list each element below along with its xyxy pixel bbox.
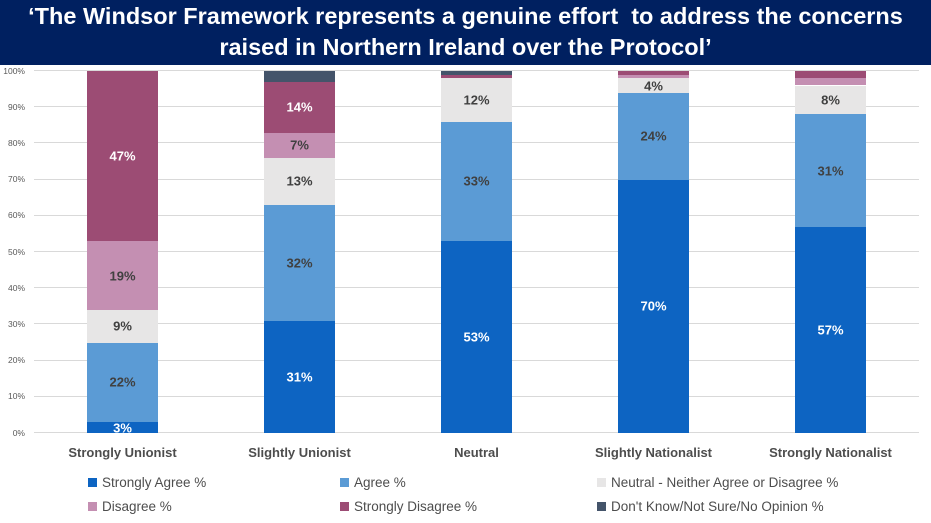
y-axis-label-10%: 10%	[7, 391, 25, 402]
y-axis-label-90%: 90%	[7, 101, 25, 112]
segment-neutral-neither-agree-or-disagree-strongly-unionist: 9%	[87, 309, 158, 343]
legend-swatch-icon	[340, 478, 349, 487]
data-label: 32%	[286, 255, 313, 271]
legend-label: Strongly Agree %	[102, 475, 207, 490]
y-axis-label-40%: 40%	[7, 282, 25, 293]
chart-title-banner: ‘The Windsor Framework represents a genu…	[0, 0, 931, 65]
legend-swatch-icon	[88, 478, 97, 487]
bar-strongly-nationalist: 57% 31% 8%	[795, 71, 866, 433]
segment-strongly-disagree-neutral	[441, 74, 512, 79]
y-axis-label-70%: 70%	[7, 174, 25, 185]
data-label: 14%	[286, 99, 313, 115]
segment-neutral-neither-agree-or-disagree-slightly-unionist: 13%	[264, 157, 335, 205]
legend-label: Neutral - Neither Agree or Disagree %	[611, 475, 839, 490]
segment-neutral-neither-agree-or-disagree-slightly-nationalist: 4%	[618, 78, 689, 93]
segment-agree-slightly-nationalist: 24%	[618, 92, 689, 180]
data-label: 70%	[640, 298, 667, 314]
segment-strongly-disagree-strongly-nationalist	[795, 71, 866, 79]
bar-slightly-unionist: 31% 32% 13% 7% 14%	[264, 71, 335, 433]
data-label: 53%	[463, 329, 490, 345]
segment-disagree-slightly-nationalist	[618, 74, 689, 79]
segment-strongly-agree-slightly-nationalist: 70%	[618, 179, 689, 433]
segment-agree-strongly-unionist: 22%	[87, 342, 158, 423]
data-label: 31%	[817, 163, 844, 179]
data-label: 13%	[286, 173, 313, 189]
segment-strongly-agree-strongly-unionist: 3%	[87, 420, 158, 436]
bar-strongly-unionist: 3% 22% 9% 19% 47%	[87, 71, 158, 436]
category-label-slightly-nationalist: Slightly Nationalist	[594, 445, 712, 460]
segment-strongly-disagree-slightly-unionist: 14%	[264, 81, 335, 133]
segment-don-t-know-not-sure-no-opinion-neutral	[441, 71, 512, 75]
segment-agree-strongly-nationalist: 31%	[795, 114, 866, 227]
legend-label: Strongly Disagree %	[354, 499, 478, 514]
segment-strongly-agree-slightly-unionist: 31%	[264, 320, 335, 433]
segment-strongly-agree-neutral: 53%	[441, 241, 512, 433]
bar-neutral: 53% 33% 12%	[441, 71, 512, 433]
segment-don-t-know-not-sure-no-opinion-slightly-unionist	[264, 71, 335, 82]
y-axis-label-30%: 30%	[7, 318, 25, 329]
y-axis-label-100%: 100%	[3, 65, 25, 76]
legend-label: Agree %	[354, 475, 406, 490]
legend-swatch-icon	[597, 502, 606, 511]
chart-title-line-2: raised in Northern Ireland over the Prot…	[219, 34, 712, 60]
segment-agree-slightly-unionist: 32%	[264, 204, 335, 321]
data-label: 57%	[817, 322, 844, 338]
data-label: 31%	[286, 369, 313, 385]
y-axis-label-60%: 60%	[7, 210, 25, 221]
legend-swatch-icon	[597, 478, 606, 487]
data-label: 12%	[463, 92, 490, 108]
data-label: 4%	[644, 78, 663, 93]
category-label-strongly-nationalist: Strongly Nationalist	[769, 445, 892, 460]
category-label-slightly-unionist: Slightly Unionist	[248, 445, 351, 460]
legend-label: Disagree %	[102, 499, 172, 514]
y-axis-label-20%: 20%	[7, 355, 25, 366]
data-label: 8%	[821, 92, 840, 108]
segment-disagree-slightly-unionist: 7%	[264, 132, 335, 158]
segment-disagree-strongly-unionist: 19%	[87, 241, 158, 310]
segment-neutral-neither-agree-or-disagree-neutral: 12%	[441, 78, 512, 122]
data-label: 47%	[109, 148, 136, 164]
bar-slightly-nationalist: 70% 24% 4%	[618, 71, 689, 433]
chart-title-line-1: ‘The Windsor Framework represents a genu…	[28, 3, 903, 29]
segment-strongly-agree-strongly-nationalist: 57%	[795, 226, 866, 433]
y-axis-label-50%: 50%	[7, 246, 25, 257]
segment-agree-neutral: 33%	[441, 121, 512, 242]
segment-strongly-disagree-slightly-nationalist	[618, 71, 689, 75]
y-axis-label-0%: 0%	[12, 427, 25, 438]
data-label: 22%	[109, 374, 136, 390]
legend-swatch-icon	[88, 502, 97, 511]
legend-swatch-icon	[340, 502, 349, 511]
plot-area: 0% 10% 20% 30% 40% 50% 60% 70% 80% 90% 100% 3% 22% 9%…	[3, 66, 919, 437]
y-axis-label-80%: 80%	[7, 137, 25, 148]
category-label-neutral: Neutral	[454, 445, 499, 460]
legend-label: Don't Know/Not Sure/No Opinion %	[611, 499, 824, 514]
segment-neutral-neither-agree-or-disagree-strongly-nationalist: 8%	[795, 85, 866, 115]
data-label: 9%	[113, 318, 132, 334]
data-label: 3%	[113, 420, 132, 436]
gridline-100%	[34, 70, 919, 71]
category-label-strongly-unionist: Strongly Unionist	[68, 445, 177, 460]
data-label: 24%	[640, 128, 667, 144]
data-label: 33%	[463, 173, 490, 189]
segment-strongly-disagree-strongly-unionist: 47%	[87, 71, 158, 242]
segment-disagree-strongly-nationalist	[795, 78, 866, 86]
data-label: 7%	[290, 137, 309, 153]
data-label: 19%	[109, 268, 136, 284]
